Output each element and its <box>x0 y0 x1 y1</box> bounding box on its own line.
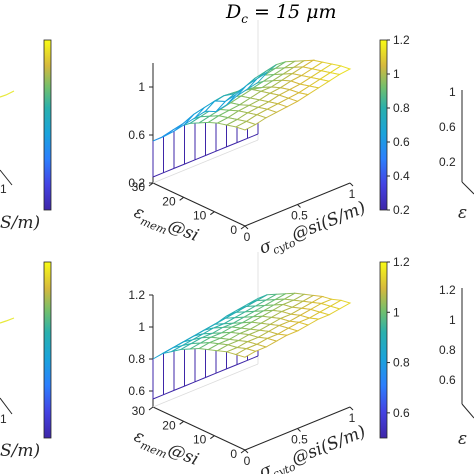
left-bottom-tick: 1 <box>0 412 7 426</box>
y-axis-label: εmem@si <box>130 426 201 473</box>
surface-cell <box>152 347 173 360</box>
y-tick-label: 0 <box>230 223 237 237</box>
colorbar <box>379 39 388 211</box>
x-axis-label: σcyto@si(S/m) <box>256 198 369 262</box>
left-partial-bottom: 1 S/m) <box>0 317 40 461</box>
x-axis-label: σcyto@si(S/m) <box>256 422 369 474</box>
colorbar-tick-label: 1.2 <box>393 33 410 47</box>
colorbar-tick-label: 0.6 <box>393 135 410 149</box>
z-tick-label: 1.2 <box>128 288 145 302</box>
colorbar-tick-label: 0.8 <box>393 356 410 370</box>
svg-text:0.2: 0.2 <box>439 155 456 169</box>
surface-plot-bottom: 0.60.811.200.510102030σcyto@si(S/m)εmem@… <box>128 252 410 474</box>
colorbar-tick-label: 1 <box>393 67 400 81</box>
left-bottom-label-fragment: S/m) <box>0 441 40 461</box>
colorbar-tick-label: 1.2 <box>393 255 410 269</box>
y-tick-label: 30 <box>132 180 146 194</box>
colorbar-tick-label: 0.6 <box>393 406 410 420</box>
left-colorbar-bottom <box>43 261 52 439</box>
colorbar <box>379 261 388 439</box>
colorbar-tick-label: 0.8 <box>393 101 410 115</box>
y-tick-label: 10 <box>193 433 207 447</box>
y-tick-label: 10 <box>193 209 207 223</box>
svg-text:1.2: 1.2 <box>439 283 456 297</box>
z-tick-label: 0.6 <box>128 384 145 398</box>
x-tick-label: 0 <box>244 230 251 244</box>
z-tick-label: 1 <box>138 320 145 334</box>
x-tick-label: 1 <box>349 187 356 201</box>
svg-text:1: 1 <box>449 313 456 327</box>
left-partial-top: 1 S/m) <box>0 90 40 233</box>
colorbar-tick-label: 0.4 <box>393 169 410 183</box>
svg-text:0.8: 0.8 <box>439 343 456 357</box>
svg-text:0.6: 0.6 <box>439 120 456 134</box>
x-tick-label: 0.5 <box>291 209 308 223</box>
figure-title: Dc = 15 μm <box>225 1 337 26</box>
left-top-label-fragment: S/m) <box>0 213 40 233</box>
right-bottom-label-fragment: ε <box>458 429 467 449</box>
z-tick-label: 1 <box>138 80 145 94</box>
y-axis-line <box>152 182 246 227</box>
y-axis-line <box>152 406 246 451</box>
right-partial-top: 1 0.6 0.2 ε <box>439 85 474 223</box>
right-partial-bottom: 1.2 1 0.8 0.6 ε <box>439 283 474 449</box>
z-tick-label: 0.2 <box>128 176 145 190</box>
surface-plot-top: 0.20.6100.510102030σcyto@si(S/m)εmem@si0… <box>128 20 410 262</box>
svg-text:0.6: 0.6 <box>439 373 456 387</box>
x-tick-label: 0 <box>244 454 251 468</box>
y-tick-label: 20 <box>162 194 176 208</box>
right-top-label-fragment: ε <box>458 203 467 223</box>
surface-mesh <box>152 59 352 142</box>
x-tick-label: 0.5 <box>291 433 308 447</box>
left-colorbar-top <box>43 39 52 211</box>
surface-cell <box>152 129 173 142</box>
surface-mesh <box>152 292 352 360</box>
z-tick-label: 0.6 <box>128 128 145 142</box>
y-tick-label: 0 <box>230 447 237 461</box>
svg-text:1: 1 <box>449 85 456 99</box>
y-tick-label: 30 <box>132 404 146 418</box>
left-top-tick: 1 <box>0 182 7 196</box>
colorbar-tick-label: 1 <box>393 305 400 319</box>
z-tick-label: 0.8 <box>128 352 145 366</box>
colorbar-tick-label: 0.2 <box>393 203 410 217</box>
y-axis-label: εmem@si <box>130 202 201 249</box>
x-tick-label: 1 <box>349 411 356 425</box>
y-tick-label: 20 <box>162 418 176 432</box>
